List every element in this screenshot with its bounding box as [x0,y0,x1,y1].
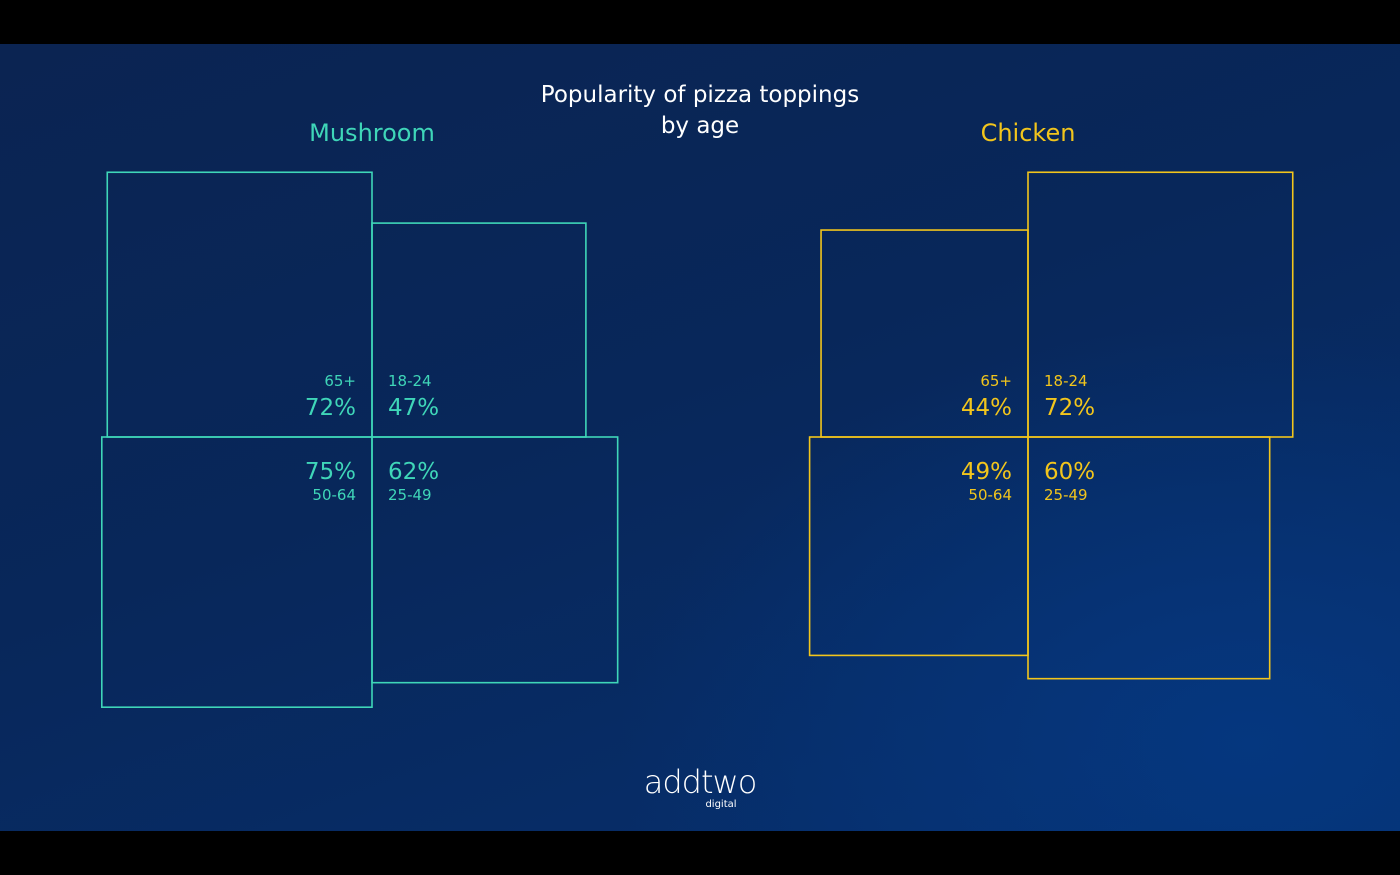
mushroom-square-25-49 [371,436,619,684]
logo-subtitle: digital [705,799,737,810]
mushroom-label-25-49: 25-49 [388,486,432,504]
addtwo-logo: addtwo digital [600,764,800,810]
chicken-value-50-64: 49% [961,459,1012,485]
chicken-value-25-49: 60% [1044,459,1095,485]
mushroom-chart-title: Mushroom [309,119,435,147]
mushroom-value-65plus: 72% [305,395,356,421]
chicken-label-50-64: 50-64 [968,486,1012,504]
mushroom-value-25-49: 62% [388,459,439,485]
slide-panel: Popularity of pizza toppings by age Mush… [0,44,1400,831]
chicken-square-25-49 [1027,436,1271,680]
mushroom-label-50-64: 50-64 [312,486,356,504]
mushroom-label-18-24: 18-24 [388,372,432,390]
main-title-line-1: Popularity of pizza toppings [540,82,860,108]
mushroom-value-50-64: 75% [305,459,356,485]
main-title-line-2: by age [660,113,740,139]
main-title: Popularity of pizza toppings by age [450,80,950,142]
charts-canvas: 65+72%18-2447%50-6475%25-4962%65+44%18-2… [101,171,1294,708]
chicken-label-25-49: 25-49 [1044,486,1088,504]
chicken-label-65plus: 65+ [980,372,1012,390]
chicken-label-18-24: 18-24 [1044,372,1088,390]
mushroom-value-18-24: 47% [388,395,439,421]
chicken-chart-title: Chicken [980,119,1076,147]
chicken-value-65plus: 44% [961,395,1012,421]
logo-wordmark: addtwo [643,763,758,801]
chicken-value-18-24: 72% [1044,395,1095,421]
mushroom-label-65plus: 65+ [324,372,356,390]
